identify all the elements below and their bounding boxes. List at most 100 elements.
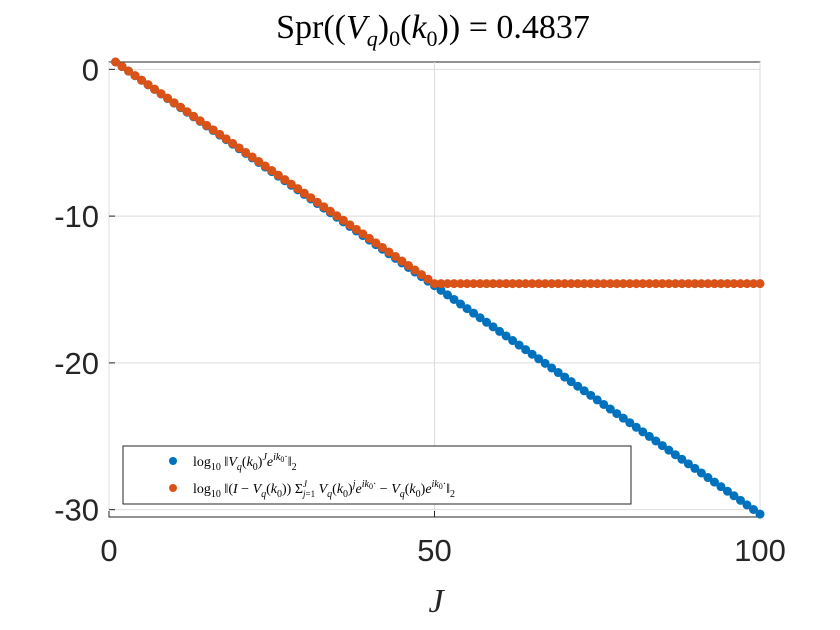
series-2-point	[488, 279, 498, 289]
series-2-point	[436, 279, 446, 289]
y-tick-label: -10	[54, 199, 99, 234]
series-2-point	[195, 116, 205, 126]
series-2-point	[312, 197, 322, 207]
series-2-point	[729, 279, 739, 289]
series-2-point	[527, 279, 537, 289]
series-2-point	[703, 279, 713, 289]
series-1-point	[722, 486, 732, 496]
series-1-point	[514, 340, 524, 350]
series-2-point	[124, 66, 134, 76]
series-1-point	[495, 326, 505, 336]
series-2-point	[169, 98, 179, 108]
series-2-point	[182, 107, 192, 117]
series-1-point	[690, 463, 700, 473]
series-2-point	[273, 170, 283, 180]
series-1-point	[612, 409, 622, 419]
series-2-point	[579, 279, 589, 289]
x-tick-label: 0	[100, 533, 117, 568]
series-1-point	[657, 441, 667, 451]
series-2-point	[560, 279, 570, 289]
series-1-point	[547, 363, 557, 373]
series-2-point	[325, 206, 335, 216]
series-1-point	[625, 418, 635, 428]
series-1-point	[677, 454, 687, 464]
y-tick-label: -30	[54, 493, 99, 528]
series-2-point	[371, 238, 381, 248]
series-2-point	[150, 84, 160, 94]
series-2-point	[449, 279, 459, 289]
y-tick-label: 0	[82, 52, 99, 87]
series-1-point	[651, 436, 661, 446]
series-2-point	[228, 138, 238, 148]
series-2-point	[286, 179, 296, 189]
series-2-point	[677, 279, 687, 289]
series-1-point	[508, 336, 518, 346]
series-2-point	[722, 279, 732, 289]
series-2-point	[735, 279, 745, 289]
legend-box	[122, 445, 632, 505]
series-1-point	[618, 413, 628, 423]
series-1-point	[527, 349, 537, 359]
series-2-point	[547, 279, 557, 289]
series-1-point	[488, 322, 498, 332]
series-2-point	[176, 102, 186, 112]
series-2-point	[260, 161, 270, 171]
series-2-point	[208, 125, 218, 135]
plot-area	[108, 57, 765, 519]
series-2-point	[540, 279, 550, 289]
series-1-point	[469, 308, 479, 318]
series-2-point	[319, 202, 329, 212]
series-1-point	[449, 294, 459, 304]
series-1-point	[638, 427, 648, 437]
series-2-point	[345, 220, 355, 230]
series-1-point	[592, 395, 602, 405]
series-2-point	[683, 279, 693, 289]
series-2-point	[306, 193, 316, 203]
series-2-point	[553, 279, 563, 289]
series-1-point	[709, 477, 719, 487]
series-2-point	[469, 279, 479, 289]
series-2-point	[605, 279, 615, 289]
series-2-point	[618, 279, 628, 289]
series-1-point	[586, 390, 596, 400]
series-2-point	[130, 71, 140, 81]
series-1-point	[664, 445, 674, 455]
series-2-point	[495, 279, 505, 289]
series-1-point	[742, 500, 752, 510]
series-2-point	[566, 279, 576, 289]
series-2-point	[748, 279, 758, 289]
series-2-point	[625, 279, 635, 289]
series-2-point	[631, 279, 641, 289]
series-2-point	[390, 251, 400, 261]
series-2-point	[358, 229, 368, 239]
legend-marker-series-1	[169, 457, 177, 465]
series-2-point	[664, 279, 674, 289]
series-2-point	[755, 279, 765, 289]
series-2-point	[521, 279, 531, 289]
series-2-point	[462, 279, 472, 289]
series-1-point	[566, 377, 576, 387]
series-2-point	[716, 279, 726, 289]
series-2-point	[709, 279, 719, 289]
series-2-point	[657, 279, 667, 289]
series-2-point	[351, 224, 361, 234]
x-tick-label: 50	[417, 533, 451, 568]
series-1-point	[456, 299, 466, 309]
series-1-point	[540, 358, 550, 368]
series-2-point	[384, 247, 394, 257]
series-2-point	[189, 111, 199, 121]
series-1-point	[631, 422, 641, 432]
series-1-point	[475, 313, 485, 323]
series-1-point	[534, 354, 544, 364]
series-2-point	[234, 143, 244, 153]
series-2-point	[638, 279, 648, 289]
series-1-point	[605, 404, 615, 414]
series-2-point	[501, 279, 511, 289]
series-1-point	[716, 482, 726, 492]
series-2-point	[143, 80, 153, 90]
series-2-point	[299, 188, 309, 198]
series-1-point	[755, 509, 765, 519]
x-axis-label: J	[428, 583, 445, 620]
series-2-point	[508, 279, 518, 289]
series-1-point	[683, 459, 693, 469]
